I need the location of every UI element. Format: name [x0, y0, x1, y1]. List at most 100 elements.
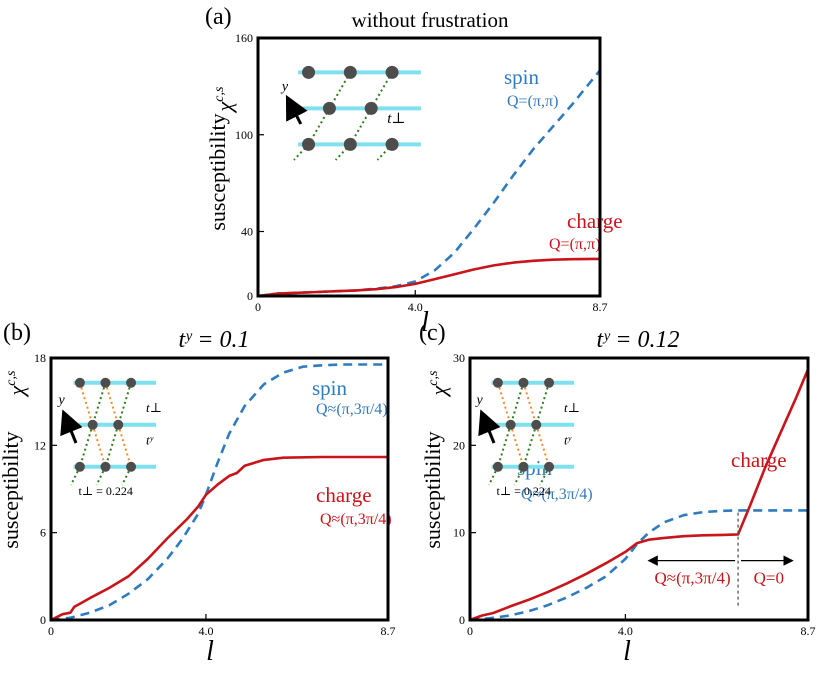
y-axis-symbol: χc,s — [426, 370, 451, 397]
t-y-bond — [78, 382, 94, 426]
inset-axis-label: y — [475, 393, 484, 408]
t-perp-bond — [509, 382, 525, 426]
lattice-site — [74, 461, 85, 472]
t-y-label: tʸ — [146, 432, 154, 447]
lattice-site — [518, 461, 529, 472]
lattice-inset: y t⊥ — [280, 65, 421, 161]
t-perp-bond — [513, 466, 525, 486]
t-perp-bond — [370, 71, 393, 109]
charge-curve — [469, 368, 810, 622]
t-y-bond — [496, 382, 512, 426]
lattice-site — [531, 419, 542, 430]
lattice-site — [100, 377, 111, 388]
lattice-site — [385, 65, 399, 79]
t-perp-label: t⊥ — [387, 111, 405, 127]
chart-title: tʸ = 0.1 — [179, 327, 250, 353]
lattice-site — [343, 137, 357, 151]
region-label: Q=0 — [754, 568, 784, 587]
y-axis-symbol: χc,s — [212, 86, 237, 113]
panel-a: (a) without frustration spin Q=(π,π) charge Q… — [205, 4, 623, 338]
x-axis-label: l — [421, 307, 429, 338]
chart-title: without frustration — [352, 8, 509, 32]
t-perp-bond — [91, 382, 107, 426]
region-label: Q≈(π,3π/4) — [655, 568, 731, 587]
t-perp-bond — [535, 382, 551, 426]
plot-frame — [49, 356, 390, 622]
x-tick-label: 0 — [255, 300, 261, 314]
spin-q-label: Q=(π,π) — [507, 93, 558, 110]
y-tick-label: 30 — [453, 351, 465, 365]
lattice-site — [113, 419, 124, 430]
t-perp-bond — [488, 466, 499, 486]
t-perp-bond — [307, 107, 331, 145]
y-tick-label: 12 — [34, 438, 46, 452]
spin-q-label: Q≈(π,3π/4) — [316, 401, 388, 418]
t-perp-bond — [376, 143, 393, 161]
lattice-site — [126, 461, 137, 472]
lattice-site — [544, 461, 555, 472]
y-tick-label: 0 — [247, 289, 253, 303]
panel-b: (b) tʸ = 0.1spinQ≈(π,3π/4)chargeQ≈(π,3π/4… — [0, 320, 396, 667]
y-axis-label: susceptibility — [420, 431, 445, 548]
y-axis-superscript: c,s — [4, 370, 19, 386]
charge-label: charge — [567, 209, 623, 233]
t-perp-bond — [95, 466, 107, 486]
y-axis-label: susceptibility — [205, 113, 230, 230]
t-y-bond — [104, 382, 120, 426]
y-axis-arrow-icon — [285, 94, 308, 125]
charge-label: charge — [731, 448, 787, 472]
chart-title: tʸ = 0.12 — [597, 327, 680, 353]
plot-frame — [468, 356, 810, 622]
lattice-site — [343, 65, 357, 79]
t-perp-bond — [328, 71, 352, 109]
y-tick-label: 6 — [40, 526, 46, 540]
t-y-bond — [117, 424, 133, 468]
panel-label: (a) — [205, 4, 232, 30]
lattice-site — [505, 419, 516, 430]
y-tick-label: 10 — [453, 526, 465, 540]
lattice-site — [100, 461, 111, 472]
x-tick-label: 0 — [467, 624, 473, 638]
panel-label: (c) — [419, 320, 446, 346]
t-y-bond — [91, 424, 107, 468]
t-perp-bond — [522, 424, 538, 468]
lattice-inset: y t⊥ tʸ t⊥ = 0.224 — [475, 377, 580, 498]
x-axis-label: l — [206, 636, 214, 667]
t-perp-bond — [293, 143, 310, 161]
y-axis-superscript: c,s — [426, 370, 441, 386]
inset-param-label: t⊥ = 0.224 — [79, 484, 133, 498]
x-tick-label: 8.7 — [801, 624, 816, 638]
y-axis-label: susceptibility — [0, 431, 23, 548]
spin-curve — [50, 363, 388, 622]
t-y-bond — [535, 424, 551, 468]
lattice-site — [492, 461, 503, 472]
t-y-bond — [509, 424, 525, 468]
t-perp-bond — [539, 466, 550, 486]
lattice-site — [518, 377, 529, 388]
lattice-site — [364, 101, 378, 115]
y-tick-label: 40 — [241, 225, 253, 239]
x-tick-label: 8.7 — [593, 300, 608, 314]
lattice-site — [385, 137, 399, 151]
y-tick-label: 18 — [34, 351, 46, 365]
t-perp-bond — [104, 424, 120, 468]
t-perp-bond — [117, 382, 133, 426]
t-y-label: tʸ — [564, 432, 572, 447]
t-perp-label: t⊥ — [564, 400, 580, 415]
spin-label: spin — [312, 376, 348, 400]
y-tick-label: 160 — [235, 31, 253, 45]
panel-label: (b) — [3, 320, 31, 346]
x-tick-label: 4.0 — [618, 624, 633, 638]
plot-frame — [256, 36, 602, 298]
y-axis-superscript: c,s — [212, 86, 227, 102]
t-perp-bond — [496, 424, 512, 468]
spin-q-label: Q≈(π,3π/4) — [521, 486, 593, 503]
t-perp-bond — [78, 424, 94, 468]
charge-q-label: Q=(π,π) — [549, 236, 600, 253]
t-y-bond — [522, 382, 538, 426]
charge-q-label: Q≈(π,3π/4) — [320, 511, 392, 528]
y-axis-symbol: χc,s — [4, 370, 29, 397]
lattice-inset: y t⊥ tʸ t⊥ = 0.224 — [57, 377, 162, 498]
t-perp-bond — [70, 466, 81, 486]
